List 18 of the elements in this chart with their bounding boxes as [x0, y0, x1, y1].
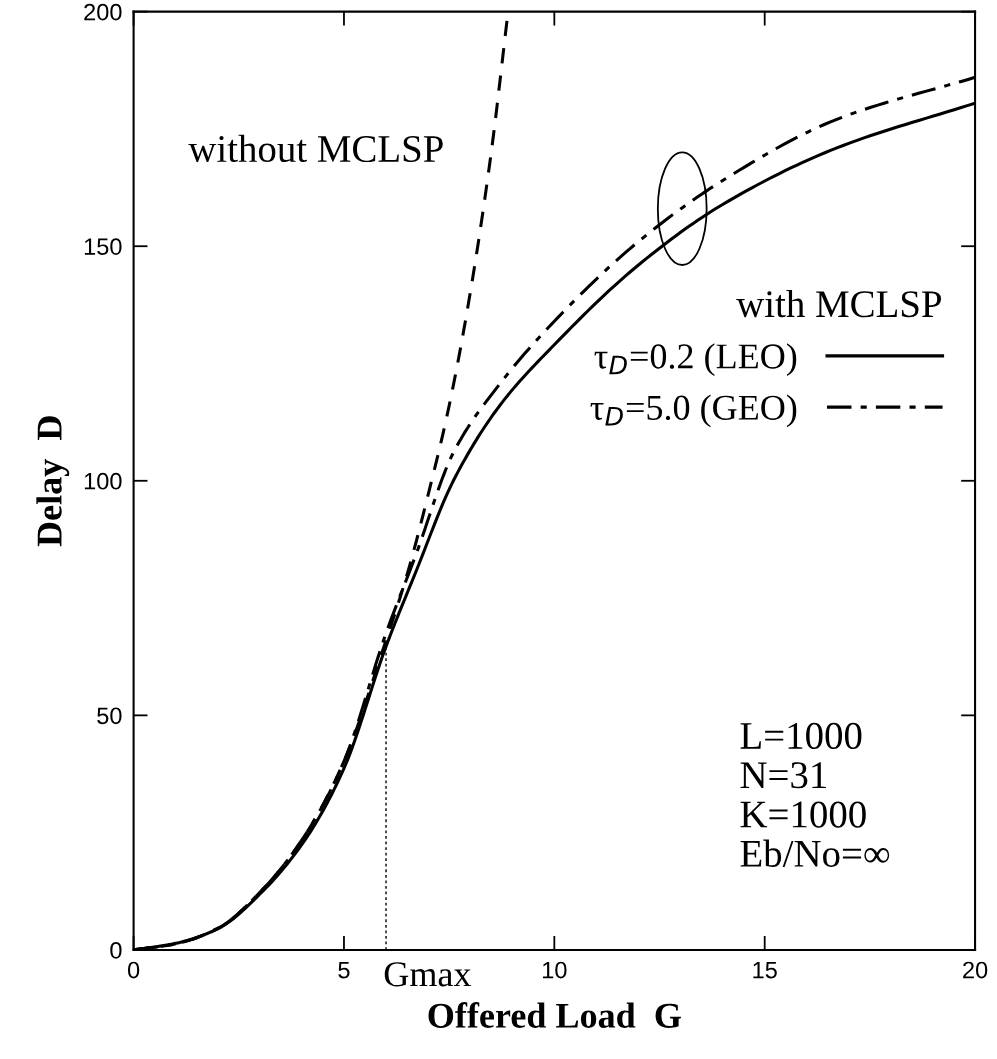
x-tick-label: 15: [753, 961, 777, 979]
x-tick-label: 5: [338, 961, 350, 979]
annotation: without MCLSP: [188, 134, 443, 163]
legend-label: τ$_{D}$=0.2 (LEO): [594, 343, 797, 376]
y-tick-label: 200: [84, 3, 122, 21]
legend-label: τ$_{D}$=5.0 (GEO): [590, 394, 797, 428]
annotation: Gmax: [384, 962, 472, 987]
x-tick-label: 10: [543, 961, 567, 979]
annotation: L=1000 N=31 K=1000 Eb/No=∞: [740, 722, 890, 867]
y-axis-title: Delay D: [36, 416, 70, 547]
x-tick-label: 0: [127, 961, 140, 979]
y-tick-label: 100: [84, 472, 122, 490]
y-tick-label: 0: [110, 941, 122, 959]
x-axis-title: Offered Load G: [428, 1002, 681, 1028]
y-tick-label: 150: [84, 238, 122, 256]
x-tick-label: 20: [963, 961, 988, 979]
legend-title: with MCLSP: [736, 289, 942, 318]
y-tick-label: 50: [97, 707, 122, 725]
